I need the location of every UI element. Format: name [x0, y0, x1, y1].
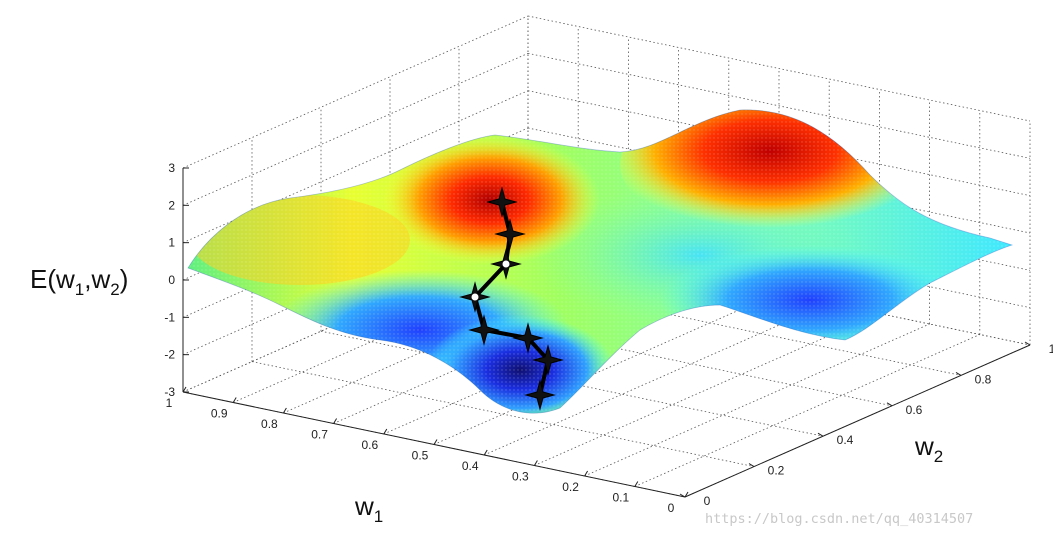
floor-grid-line — [251, 361, 755, 467]
w1-tick-mark — [182, 386, 187, 393]
w1-tick-mark — [383, 428, 388, 435]
w1-tick-label: 0.2 — [562, 480, 579, 494]
w2-tick-label: 0.8 — [975, 372, 992, 386]
floor-grid-line — [634, 334, 980, 487]
z-tick-label: 2 — [168, 198, 175, 212]
w1-tick-label: 1 — [166, 396, 173, 410]
path-marker-highlight — [471, 293, 479, 301]
z-tick-label: -2 — [164, 348, 175, 362]
wall-grid-line — [527, 52, 1031, 159]
w1-tick-label: 0.9 — [211, 407, 228, 421]
z-tick-label: 1 — [168, 236, 175, 250]
surface-shading — [188, 109, 1012, 414]
descent-path — [459, 186, 564, 411]
w1-tick-label: 0.3 — [512, 470, 529, 484]
w1-tick-label: 0.5 — [412, 449, 429, 463]
wall-grid-line — [182, 52, 529, 206]
path-marker — [468, 314, 500, 346]
surface-texture — [188, 109, 1012, 414]
wall-grid-line — [182, 90, 529, 244]
w1-tick-label: 0.7 — [311, 428, 328, 442]
path-marker — [532, 344, 564, 376]
path-marker — [486, 186, 518, 218]
w2-tick-mark — [748, 463, 755, 468]
w2-tick-label: 0.6 — [906, 403, 923, 417]
w2-tick-mark — [1024, 341, 1031, 346]
w1-tick-mark — [533, 460, 538, 466]
watermark: https://blog.csdn.net/qq_40314507 — [705, 511, 973, 527]
w1-tick-mark — [684, 491, 689, 498]
w1-tick-mark — [483, 449, 488, 456]
w1-tick-label: 0.6 — [361, 438, 378, 452]
w2-tick-label: 0.4 — [837, 433, 854, 447]
floor-grid-line — [484, 302, 830, 456]
w2-tick-mark — [886, 402, 893, 407]
w1-tick-mark — [333, 418, 338, 424]
w1-tick-label: 0.8 — [261, 417, 278, 431]
w2-tick-label: 1 — [1049, 342, 1053, 356]
w2-axis-label: w2 — [914, 431, 943, 466]
w1-axis-label: w1 — [354, 491, 383, 526]
wall-grid-line — [182, 15, 529, 169]
path-marker — [512, 322, 544, 354]
floor-grid-line — [534, 313, 880, 466]
w2-tick-label: 0.2 — [768, 464, 785, 478]
w1-tick-label: 0.1 — [612, 491, 629, 505]
w1-tick-label: 0.4 — [462, 459, 479, 473]
wall-grid-line — [527, 15, 1031, 122]
w2-tick-mark — [817, 432, 824, 437]
w1-tick-mark — [232, 397, 237, 403]
w2-tick-mark — [679, 493, 686, 498]
path-marker — [524, 379, 556, 411]
w2-tick-mark — [955, 371, 962, 376]
z-axis-label: E(w1,w2) — [30, 264, 128, 299]
w1-tick-mark — [433, 439, 438, 445]
w2-tick-label: 0 — [704, 494, 711, 508]
w2-axis-line — [684, 344, 1031, 498]
w1-tick-mark — [282, 407, 287, 414]
z-tick-label: -1 — [164, 310, 175, 324]
z-tick-label: 0 — [168, 273, 175, 287]
w1-tick-label: 0 — [668, 501, 675, 515]
floor-grid-line — [584, 323, 930, 477]
z-tick-label: 3 — [168, 161, 175, 175]
z-tick-label: -3 — [164, 385, 175, 399]
w1-tick-mark — [634, 481, 639, 487]
surface-edge — [187, 109, 1014, 414]
error-surface — [187, 109, 1014, 414]
path-marker — [494, 218, 526, 250]
path-marker-highlight — [502, 260, 510, 268]
w1-tick-mark — [584, 470, 589, 477]
floor-grid-line — [433, 292, 780, 445]
